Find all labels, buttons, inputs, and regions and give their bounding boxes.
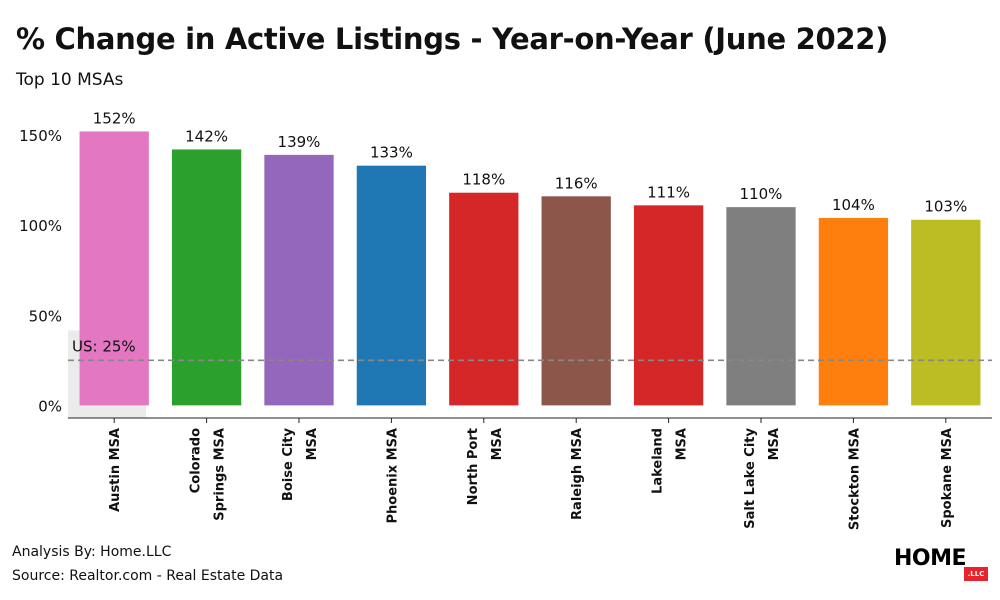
x-tick-label: Austin MSA xyxy=(108,428,123,512)
x-tick-label-line: Austin MSA xyxy=(108,428,123,512)
y-axis: 0% 50% 100% 150% xyxy=(19,127,62,415)
y-tick-label: 150% xyxy=(19,127,62,145)
bar xyxy=(264,154,334,406)
x-tick-label-line: Boise City xyxy=(281,427,296,501)
reference-line-group: US: 25% xyxy=(68,337,992,362)
data-label: 133% xyxy=(370,144,413,162)
y-tick-label: 50% xyxy=(29,307,62,325)
x-tick-label-line: MSA xyxy=(675,428,690,460)
source-credit: Source: Realtor.com - Real Estate Data xyxy=(12,568,284,584)
data-label: 111% xyxy=(647,183,690,201)
x-axis: Austin MSA Colorado Springs MSA Boise City M… xyxy=(68,417,992,530)
data-label: 139% xyxy=(278,133,321,151)
y-tick-label: 0% xyxy=(38,397,62,415)
bar xyxy=(449,192,519,406)
logo-badge: .LLC xyxy=(964,567,988,581)
x-tick-label-line: Colorado xyxy=(189,428,204,493)
data-label: 118% xyxy=(462,171,505,189)
analysis-credit: Analysis By: Home.LLC xyxy=(12,544,172,560)
x-tick-label-line: Stockton MSA xyxy=(847,428,862,530)
x-tick-label-line: Spokane MSA xyxy=(940,428,955,528)
x-tick-label-line: Raleigh MSA xyxy=(570,428,585,520)
x-tick-label: Phoenix MSA xyxy=(385,428,400,524)
chart-title: % Change in Active Listings - Year-on-Ye… xyxy=(16,22,889,56)
data-label: 103% xyxy=(924,198,967,216)
bar xyxy=(356,165,427,406)
data-label: 142% xyxy=(185,127,228,145)
x-tick-label: Raleigh MSA xyxy=(570,428,585,520)
x-tick-label-line: Phoenix MSA xyxy=(385,428,400,524)
bar xyxy=(541,196,611,406)
data-labels: 152% 142% 139% 133% 118% 116% 111% 110% 104% 103% xyxy=(93,109,967,215)
x-tick-label: Boise City MSA xyxy=(281,427,320,501)
data-label: 116% xyxy=(555,174,598,192)
x-tick-label: Salt Lake City MSA xyxy=(743,427,782,528)
x-tick-label-line: Salt Lake City xyxy=(743,427,758,528)
bar xyxy=(79,131,149,406)
bar xyxy=(171,149,242,406)
data-label: 110% xyxy=(740,185,783,203)
bar xyxy=(911,219,981,406)
x-tick-label-line: Lakeland xyxy=(651,428,666,494)
x-tick-label-line: MSA xyxy=(490,428,505,460)
bar-series xyxy=(79,131,981,406)
bar xyxy=(818,217,889,406)
x-tick-label: Lakeland MSA xyxy=(651,428,690,494)
y-tick-label: 100% xyxy=(19,217,62,235)
data-label: 104% xyxy=(832,196,875,214)
x-tick-label: North Port MSA xyxy=(466,428,505,505)
x-tick-label: Stockton MSA xyxy=(847,428,862,530)
home-llc-logo: HOME xyxy=(894,546,967,571)
bar xyxy=(633,205,704,406)
x-tick-label-line: North Port xyxy=(466,428,481,505)
x-tick-label-line: MSA xyxy=(305,428,320,460)
x-tick-label-line: MSA xyxy=(767,428,782,460)
chart-subtitle: Top 10 MSAs xyxy=(16,70,124,90)
data-label: 152% xyxy=(93,109,136,127)
x-tick-label: Colorado Springs MSA xyxy=(189,428,228,521)
reference-line-label: US: 25% xyxy=(72,337,136,355)
bar xyxy=(726,207,796,406)
x-tick-label-line: Springs MSA xyxy=(213,428,228,521)
x-tick-label: Spokane MSA xyxy=(940,428,955,528)
